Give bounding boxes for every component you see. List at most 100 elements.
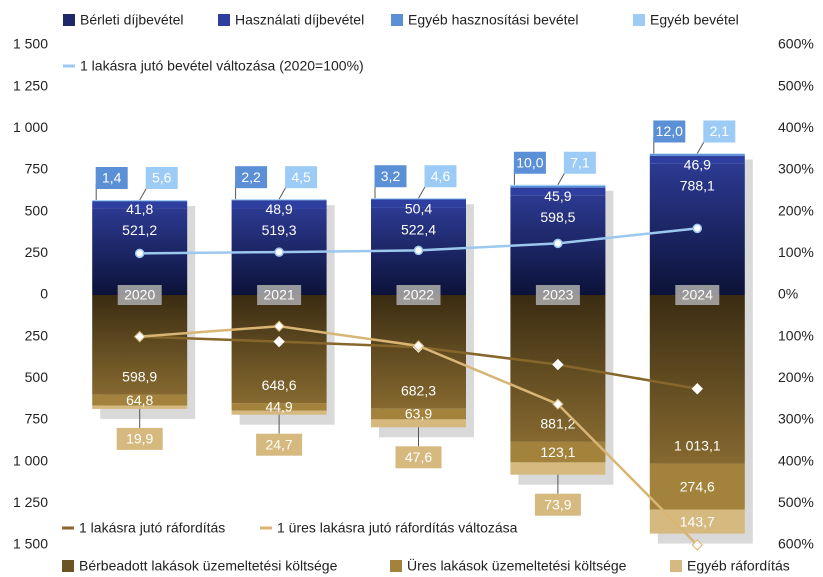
value-label: 2,2	[241, 169, 261, 185]
value-label: 63,9	[405, 406, 432, 422]
category-box	[257, 285, 302, 305]
bar	[649, 155, 745, 164]
bar	[371, 419, 466, 428]
category-label: 2020	[124, 287, 155, 303]
legend-label: Egyéb hasznosítási bevétel	[408, 12, 578, 28]
value-label: 274,6	[680, 478, 715, 494]
y2-tick-label: 400%	[778, 119, 814, 135]
value-label: 4,6	[431, 168, 451, 184]
value-label: 41,8	[126, 201, 153, 217]
y-tick-label: 500	[25, 369, 49, 385]
bar	[92, 394, 188, 406]
value-label-box	[563, 151, 596, 174]
bar	[231, 295, 327, 404]
value-label: 5,6	[152, 170, 172, 186]
bar	[371, 408, 466, 420]
legend-swatch	[633, 14, 645, 26]
value-label-box	[513, 151, 546, 174]
value-label: 1,4	[102, 170, 122, 186]
value-label-box	[395, 446, 442, 469]
value-label: 46,9	[684, 156, 711, 172]
y2-tick-label: 100%	[778, 327, 814, 343]
bar	[510, 441, 606, 463]
legend-label: Egyéb ráfordítás	[687, 558, 790, 574]
legend-label: Bérbeadott lakások üzemeltetési költsége	[79, 558, 338, 574]
bar	[510, 184, 606, 186]
bar	[371, 199, 466, 208]
value-label: 73,9	[544, 496, 571, 512]
value-label: 143,7	[680, 513, 715, 529]
bar	[92, 295, 188, 395]
value-label: 3,2	[381, 168, 401, 184]
bar	[649, 463, 745, 510]
bar	[92, 200, 188, 201]
y-tick-label: 250	[25, 244, 49, 260]
value-label-box	[374, 165, 407, 188]
value-label-box	[534, 493, 581, 516]
line-marker	[133, 330, 146, 343]
value-label: 682,3	[401, 382, 436, 398]
line-marker	[692, 223, 703, 234]
bar	[231, 403, 327, 411]
legend-label: Egyéb bevétel	[650, 12, 739, 28]
category-box	[535, 285, 580, 305]
legend-swatch	[62, 560, 74, 572]
y2-tick-label: 200%	[778, 202, 814, 218]
bar	[371, 199, 466, 200]
y2-tick-label: 400%	[778, 452, 814, 468]
y2-tick-label: 600%	[778, 536, 814, 552]
bar	[231, 200, 327, 209]
legend-swatch	[390, 560, 402, 572]
category-box	[117, 285, 162, 305]
value-label: 44,9	[265, 399, 292, 415]
legend-swatch	[670, 560, 682, 572]
bar	[92, 201, 188, 209]
category-label: 2023	[542, 287, 573, 303]
value-label: 48,9	[265, 201, 292, 217]
bar	[510, 462, 606, 475]
value-label: 598,9	[122, 369, 157, 385]
y-tick-label: 750	[25, 411, 49, 427]
value-label-box	[653, 120, 686, 143]
value-label-box	[424, 165, 457, 188]
value-label-box	[285, 166, 318, 189]
value-label: 648,6	[262, 377, 297, 393]
bar	[510, 187, 606, 196]
y2-tick-label: 600%	[778, 36, 814, 52]
value-label: 519,3	[262, 222, 297, 238]
line-marker	[553, 238, 563, 249]
y2-tick-label: 300%	[778, 161, 814, 177]
legend-label: 1 üres lakásra jutó ráfordítás változása	[277, 520, 518, 536]
value-label: 12,0	[656, 123, 683, 139]
legend-label: 1 lakásra jutó ráfordítás	[79, 520, 225, 536]
category-box	[675, 285, 720, 305]
y-tick-label: 750	[25, 161, 49, 177]
value-label-box	[145, 167, 178, 189]
y-tick-label: 1 500	[13, 536, 48, 552]
y2-tick-label: 500%	[778, 494, 814, 510]
value-label: 598,5	[540, 209, 575, 225]
category-label: 2024	[682, 287, 713, 303]
value-label: 521,2	[122, 222, 157, 238]
line-marker	[274, 247, 284, 257]
category-label: 2021	[264, 287, 295, 303]
value-label: 123,1	[540, 444, 575, 460]
value-label: 522,4	[401, 222, 436, 238]
legend-swatch	[391, 14, 403, 26]
y-tick-label: 1 250	[13, 494, 48, 510]
y2-tick-label: 100%	[778, 244, 814, 260]
bar	[231, 410, 327, 415]
legend-label: Bérleti díjbevétel	[80, 12, 184, 28]
legend-swatch	[218, 14, 230, 26]
line-marker	[412, 340, 425, 352]
value-label: 1 013,1	[674, 438, 721, 454]
line-marker	[552, 358, 564, 371]
bar	[231, 199, 327, 200]
value-label: 45,9	[544, 188, 571, 204]
value-label: 7,1	[570, 154, 590, 170]
line-marker	[691, 539, 704, 551]
y2-tick-label: 500%	[778, 77, 814, 93]
y-tick-label: 1 250	[13, 77, 48, 93]
value-label-box	[95, 167, 128, 189]
